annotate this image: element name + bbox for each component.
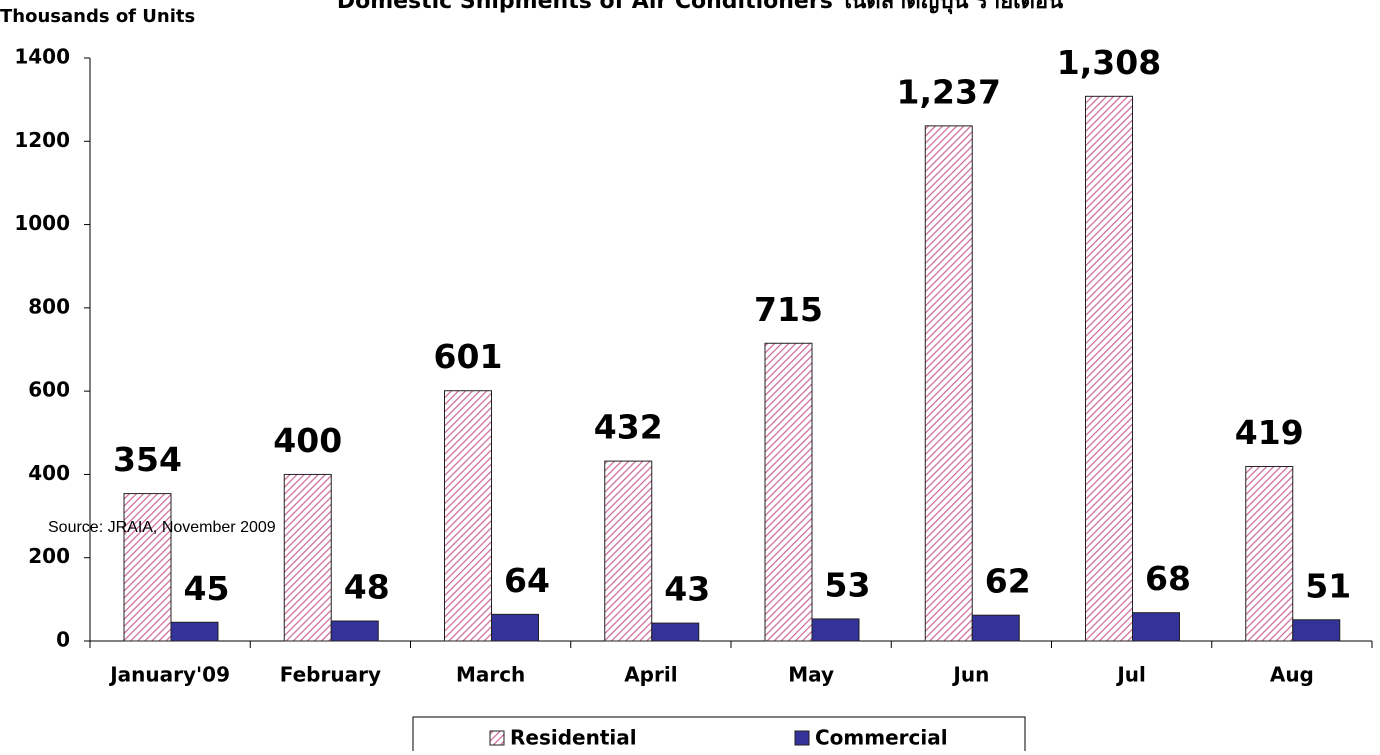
value-label: 51 — [1305, 566, 1351, 605]
y-tick-label: 1000 — [14, 211, 70, 235]
value-label: 1,237 — [897, 72, 1001, 111]
bar — [651, 622, 700, 642]
value-label: 601 — [434, 337, 503, 376]
x-tick-label: April — [624, 663, 677, 687]
x-tick-label: Jul — [1115, 663, 1146, 687]
x-tick-label: Aug — [1270, 663, 1314, 687]
legend-label: Commercial — [815, 726, 948, 750]
value-label: 400 — [273, 421, 342, 460]
bar — [1245, 466, 1294, 642]
legend-label: Residential — [510, 726, 637, 750]
y-axis-label: Thousands of Units — [0, 6, 195, 27]
legend-swatch — [489, 730, 505, 746]
bar — [924, 125, 973, 642]
y-tick-label: 0 — [56, 628, 70, 652]
x-tick-label: March — [456, 663, 525, 687]
bar — [1132, 612, 1180, 642]
value-label: 354 — [113, 440, 182, 479]
bar — [283, 473, 332, 642]
x-tick-label: Jun — [951, 663, 989, 687]
legend-swatch — [794, 730, 810, 746]
y-tick-label: 800 — [28, 294, 70, 318]
bar — [604, 460, 653, 642]
x-tick-label: May — [788, 663, 834, 687]
bar — [1085, 95, 1133, 642]
value-label: 432 — [594, 408, 663, 447]
value-label: 715 — [754, 290, 823, 329]
chart-title: Domestic Shipments of Air Conditioners ใ… — [337, 0, 1063, 15]
bar — [170, 621, 219, 642]
bar — [491, 613, 539, 642]
value-label: 43 — [664, 570, 710, 609]
value-label: 53 — [825, 565, 871, 604]
x-tick-label: February — [280, 663, 381, 687]
value-label: 48 — [344, 568, 390, 607]
y-tick-label: 1200 — [14, 128, 70, 152]
value-label: 419 — [1235, 413, 1304, 452]
y-tick-label: 1400 — [14, 45, 70, 69]
value-label: 45 — [184, 569, 230, 608]
legend-box — [412, 716, 1026, 755]
y-tick-label: 400 — [28, 461, 70, 485]
bar — [444, 390, 492, 642]
bar — [330, 620, 379, 642]
bar — [123, 493, 172, 642]
y-tick-label: 600 — [28, 378, 70, 402]
annotation: Source: JRAIA, November 2009 — [48, 519, 276, 536]
bar — [811, 618, 860, 642]
x-tick-label: January'09 — [108, 663, 230, 687]
bar — [1292, 619, 1341, 642]
value-label: 62 — [985, 562, 1031, 601]
y-tick-label: 200 — [28, 544, 70, 568]
bar — [971, 614, 1020, 642]
value-label: 1,308 — [1057, 43, 1161, 82]
value-label: 64 — [504, 561, 550, 600]
bar — [764, 342, 813, 642]
value-label: 68 — [1145, 559, 1191, 598]
